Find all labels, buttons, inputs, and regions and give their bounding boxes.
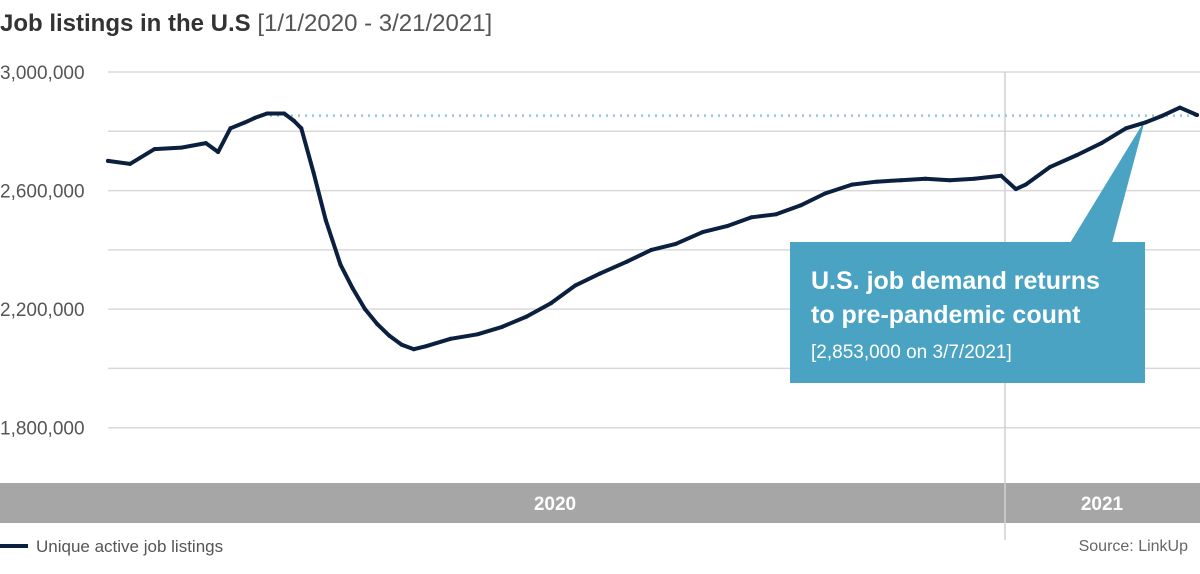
data-point: [179, 145, 184, 150]
data-point: [128, 161, 132, 166]
data-point: [265, 111, 270, 116]
y-tick-label: 2,200,000: [0, 300, 85, 321]
data-point: [798, 203, 803, 208]
data-point: [1124, 126, 1128, 131]
data-point: [548, 301, 553, 306]
data-point: [1075, 153, 1080, 157]
legend-label: Unique active job listings: [36, 537, 224, 556]
data-point: [524, 314, 529, 319]
data-point: [106, 158, 110, 163]
data-point: [725, 224, 730, 229]
data-point: [1160, 113, 1165, 118]
data-point: [923, 176, 928, 181]
data-point: [1013, 187, 1018, 192]
data-point: [399, 342, 404, 347]
callout-line-2: to pre-pandemic count: [811, 301, 1081, 329]
data-point: [849, 182, 854, 187]
data-point: [424, 344, 429, 349]
legend: Unique active job listings: [0, 537, 223, 557]
data-point: [774, 212, 779, 217]
data-point: [152, 147, 157, 152]
data-point: [375, 322, 380, 326]
data-point: [999, 173, 1004, 178]
data-point: [311, 170, 316, 175]
data-point: [338, 262, 343, 267]
callout-detail: [2,853,000 on 3/7/2021]: [811, 342, 1012, 363]
legend-swatch: [0, 543, 28, 548]
data-point: [500, 324, 504, 329]
data-point: [1195, 113, 1199, 117]
data-point: [203, 141, 208, 146]
source-note: Source: LinkUp: [1078, 538, 1188, 555]
y-tick-label: 1,800,000: [0, 419, 85, 440]
data-point: [1143, 120, 1148, 125]
data-point: [448, 336, 453, 341]
period-label-2021: 2021: [1081, 494, 1124, 515]
data-point: [1177, 105, 1182, 110]
data-point: [823, 191, 827, 196]
data-point: [947, 178, 952, 183]
y-tick-label: 2,600,000: [0, 182, 85, 203]
data-point: [299, 126, 304, 131]
data-point: [649, 247, 654, 252]
data-point: [323, 218, 328, 223]
data-point: [1023, 182, 1028, 187]
y-axis-tick-labels: 3,000,000 2,600,000 2,200,000 1,800,000: [0, 63, 85, 440]
period-label-2020: 2020: [534, 494, 576, 515]
data-point: [597, 271, 602, 276]
annotation-callout: U.S. job demand returns to pre-pandemic …: [790, 242, 1145, 383]
y-tick-label: 3,000,000: [0, 63, 85, 84]
data-point: [228, 126, 233, 131]
callout-line-1: U.S. job demand returns: [811, 267, 1100, 295]
year-band: [0, 483, 1200, 523]
callout-pointer: [1070, 120, 1145, 243]
data-point: [282, 111, 287, 116]
chart-title-date-range: [1/1/2020 - 3/21/2021]: [257, 10, 493, 37]
data-point: [673, 241, 678, 246]
data-point: [1048, 164, 1053, 169]
data-point: [363, 307, 367, 312]
data-point: [411, 347, 416, 352]
data-point: [387, 333, 392, 338]
data-point: [874, 179, 879, 184]
data-point: [292, 118, 296, 123]
data-point: [573, 283, 578, 288]
chart-title-main: Job listings in the U.S: [0, 10, 251, 37]
series-line-unique-active-job-listings: [106, 105, 1199, 352]
data-point: [350, 286, 355, 291]
series-points: [106, 105, 1199, 352]
data-point: [898, 178, 903, 183]
data-point: [749, 215, 754, 220]
chart-title: Job listings in the U.S [1/1/2020 - 3/21…: [0, 10, 492, 38]
data-point: [216, 150, 221, 154]
data-point: [243, 120, 247, 125]
data-point: [1099, 141, 1104, 146]
data-point: [252, 115, 257, 120]
data-point: [475, 332, 480, 337]
data-point: [972, 176, 977, 181]
data-point: [700, 230, 705, 235]
data-point: [624, 259, 629, 264]
